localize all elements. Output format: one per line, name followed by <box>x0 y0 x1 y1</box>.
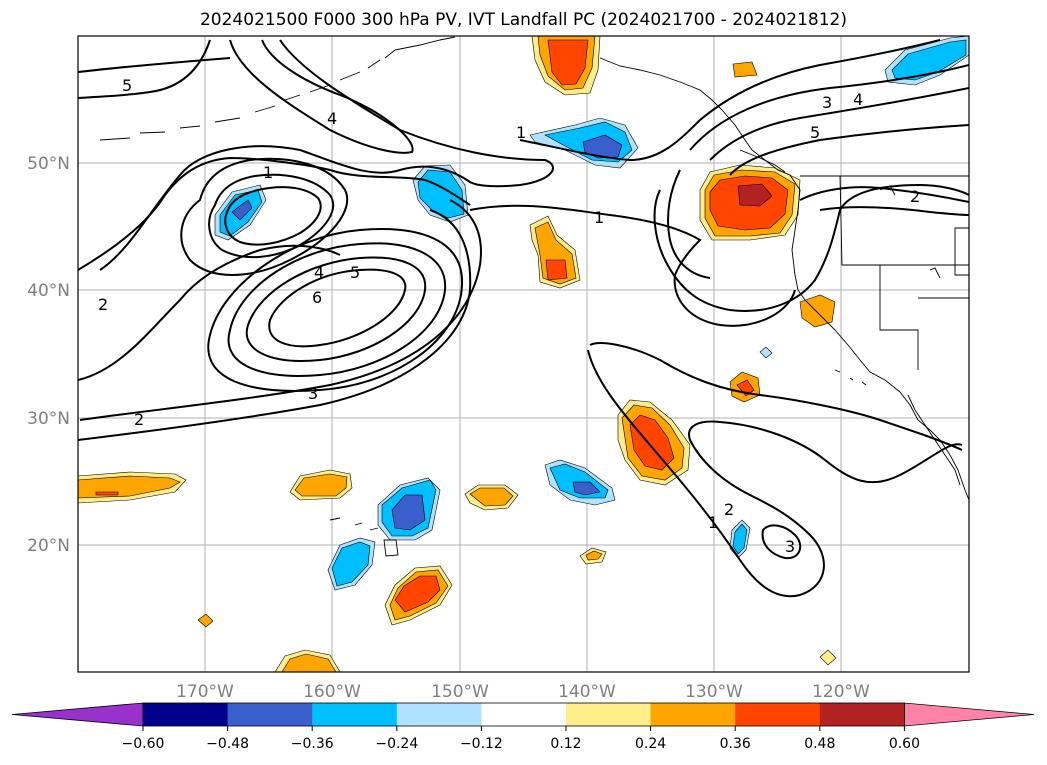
contour-label: 1 <box>594 208 604 227</box>
colorbar-tick-label: 0.12 <box>550 736 581 752</box>
lat-label: 20°N <box>27 536 70 556</box>
contour-label: 5 <box>810 123 820 142</box>
contour-label: 3 <box>308 384 318 403</box>
colorbar-tick-label: 0.24 <box>635 736 666 752</box>
contour-label: 1 <box>263 163 273 182</box>
colorbar-tick-label: −0.36 <box>291 736 334 752</box>
contour-label: 1 <box>708 513 718 532</box>
lon-label: 140°W <box>558 682 616 702</box>
gridlines <box>78 36 969 672</box>
contour-label: 3 <box>785 537 795 556</box>
contour-label: 4 <box>314 263 324 282</box>
pv-contours <box>78 39 969 598</box>
contour-label: 1 <box>516 123 526 142</box>
lon-label: 130°W <box>685 682 743 702</box>
contour-label: 6 <box>312 288 322 307</box>
colorbar-tick-label: −0.24 <box>375 736 418 752</box>
contour-label: 5 <box>122 76 132 95</box>
contour-label: 2 <box>910 187 920 206</box>
colorbar-tick-label: −0.12 <box>460 736 503 752</box>
colorbar-tick-label: 0.48 <box>804 736 835 752</box>
coastlines <box>99 36 969 557</box>
lon-label: 150°W <box>431 682 489 702</box>
colorbar-segment <box>143 703 229 726</box>
colorbar-segment <box>735 703 821 726</box>
colorbar-tick-label: 0.60 <box>889 736 920 752</box>
colorbar-segment <box>650 703 736 726</box>
lat-label: 50°N <box>27 154 70 174</box>
lat-label: 30°N <box>27 409 70 429</box>
lon-labels: 170°W 160°W 150°W 140°W 130°W 120°W <box>176 682 870 702</box>
contour-label: 4 <box>327 109 337 128</box>
colorbar-extend-low <box>11 702 144 727</box>
colorbar-tick-label: −0.60 <box>122 736 165 752</box>
colorbar: −0.60 −0.48 −0.36 −0.24 −0.12 0.12 0.24 0.36 0.4… <box>11 702 1035 752</box>
colorbar-segment <box>819 703 905 726</box>
colorbar-tick-label: −0.48 <box>206 736 249 752</box>
colorbar-tick-label: 0.36 <box>720 736 751 752</box>
contour-label: 2 <box>134 410 144 429</box>
colorbar-segment <box>312 703 398 726</box>
contour-label: 2 <box>724 500 734 519</box>
colorbar-segment <box>227 703 313 726</box>
lat-labels: 50°N 40°N 30°N 20°N <box>27 154 70 556</box>
colorbar-extend-high <box>904 702 1035 727</box>
map-title: 2024021500 F000 300 hPa PV, IVT Landfall… <box>199 10 847 30</box>
contour-label: 4 <box>853 90 863 109</box>
lon-label: 120°W <box>812 682 870 702</box>
ivt-shading <box>78 36 969 672</box>
colorbar-segment <box>396 703 482 726</box>
lon-label: 170°W <box>176 682 234 702</box>
contour-labels: 5 4 1 4 5 6 2 3 2 1 1 3 4 5 2 2 1 3 <box>98 76 920 556</box>
colorbar-segment <box>481 703 567 726</box>
colorbar-frame <box>142 702 905 727</box>
lat-label: 40°N <box>27 281 70 301</box>
colorbar-segment <box>566 703 652 726</box>
contour-label: 5 <box>350 263 360 282</box>
contour-label: 3 <box>822 93 832 112</box>
lon-label: 160°W <box>303 682 361 702</box>
contour-label: 2 <box>98 295 108 314</box>
map-frame <box>77 35 970 673</box>
